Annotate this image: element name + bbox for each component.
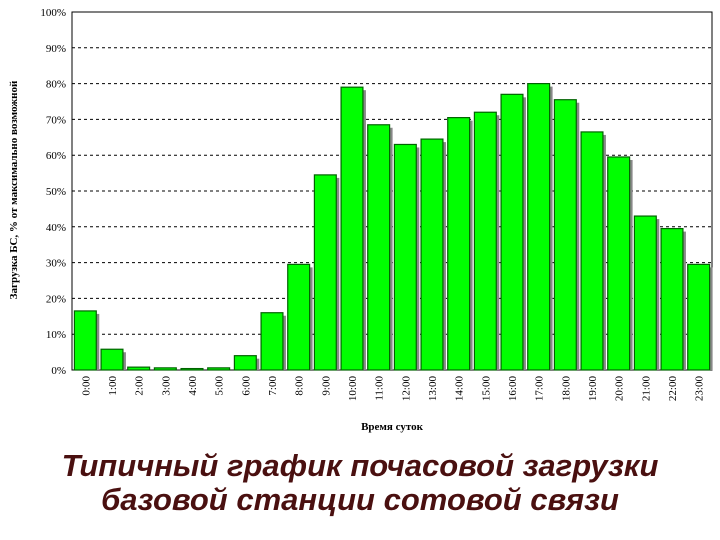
bar (207, 367, 231, 371)
bar (393, 143, 417, 371)
x-tick-label: 3:00 (160, 376, 172, 396)
y-tick-label: 80% (46, 79, 66, 91)
bar (633, 215, 657, 371)
bar (580, 131, 604, 371)
x-tick-label: 16:00 (507, 376, 519, 402)
caption-line: базовой станции сотовой связи (101, 482, 619, 517)
x-axis-label: Время суток (361, 421, 424, 433)
x-tick-label: 0:00 (80, 376, 92, 396)
y-tick-label: 40% (46, 222, 66, 234)
x-tick-label: 2:00 (134, 376, 146, 396)
bar (153, 367, 177, 371)
x-tick-label: 7:00 (267, 376, 279, 396)
x-tick-label: 11:00 (374, 376, 386, 401)
bar (287, 263, 311, 371)
bar (660, 227, 684, 371)
x-tick-label: 12:00 (400, 376, 412, 402)
bar (447, 117, 471, 371)
x-tick-label: 22:00 (667, 376, 679, 402)
y-tick-label: 50% (46, 186, 66, 198)
y-tick-label: 20% (46, 293, 66, 305)
y-tick-label: 30% (46, 258, 66, 270)
bar (260, 312, 284, 371)
x-tick-label: 19:00 (587, 376, 599, 402)
x-tick-label: 15:00 (480, 376, 492, 402)
x-tick-label: 5:00 (214, 376, 226, 396)
bar (687, 263, 711, 371)
x-tick-label: 4:00 (187, 376, 199, 396)
y-tick-label: 10% (46, 329, 66, 341)
bar (527, 82, 551, 371)
bar (73, 310, 97, 371)
x-tick-label: 23:00 (694, 376, 706, 402)
bar (180, 367, 204, 371)
bar (473, 111, 497, 371)
x-tick-label: 20:00 (614, 376, 626, 402)
x-tick-label: 6:00 (240, 376, 252, 396)
bar (553, 99, 577, 371)
x-tick-label: 1:00 (107, 376, 119, 396)
x-tick-label: 14:00 (454, 376, 466, 402)
bar (420, 138, 444, 371)
x-tick-label: 10:00 (347, 376, 359, 402)
y-axis-label: Загрузка БС, % от максимально возможной (8, 80, 20, 299)
x-tick-label: 13:00 (427, 376, 439, 402)
x-tick-label: 9:00 (320, 376, 332, 396)
bar (340, 86, 364, 371)
y-tick-label: 0% (51, 365, 66, 377)
caption-line: Типичный график почасовой загрузки (62, 448, 659, 483)
x-tick-label: 17:00 (534, 376, 546, 402)
x-tick-label: 8:00 (294, 376, 306, 396)
bar (127, 366, 151, 371)
y-tick-label: 100% (40, 7, 66, 19)
y-tick-label: 70% (46, 114, 66, 126)
y-tick-label: 90% (46, 43, 66, 55)
bar (500, 93, 524, 371)
y-tick-label: 60% (46, 150, 66, 162)
bar (367, 124, 391, 371)
x-tick-label: 21:00 (640, 376, 652, 402)
bar (100, 348, 124, 371)
x-tick-label: 18:00 (560, 376, 572, 402)
bar (233, 355, 257, 371)
bar (607, 156, 631, 371)
bar (313, 174, 337, 371)
